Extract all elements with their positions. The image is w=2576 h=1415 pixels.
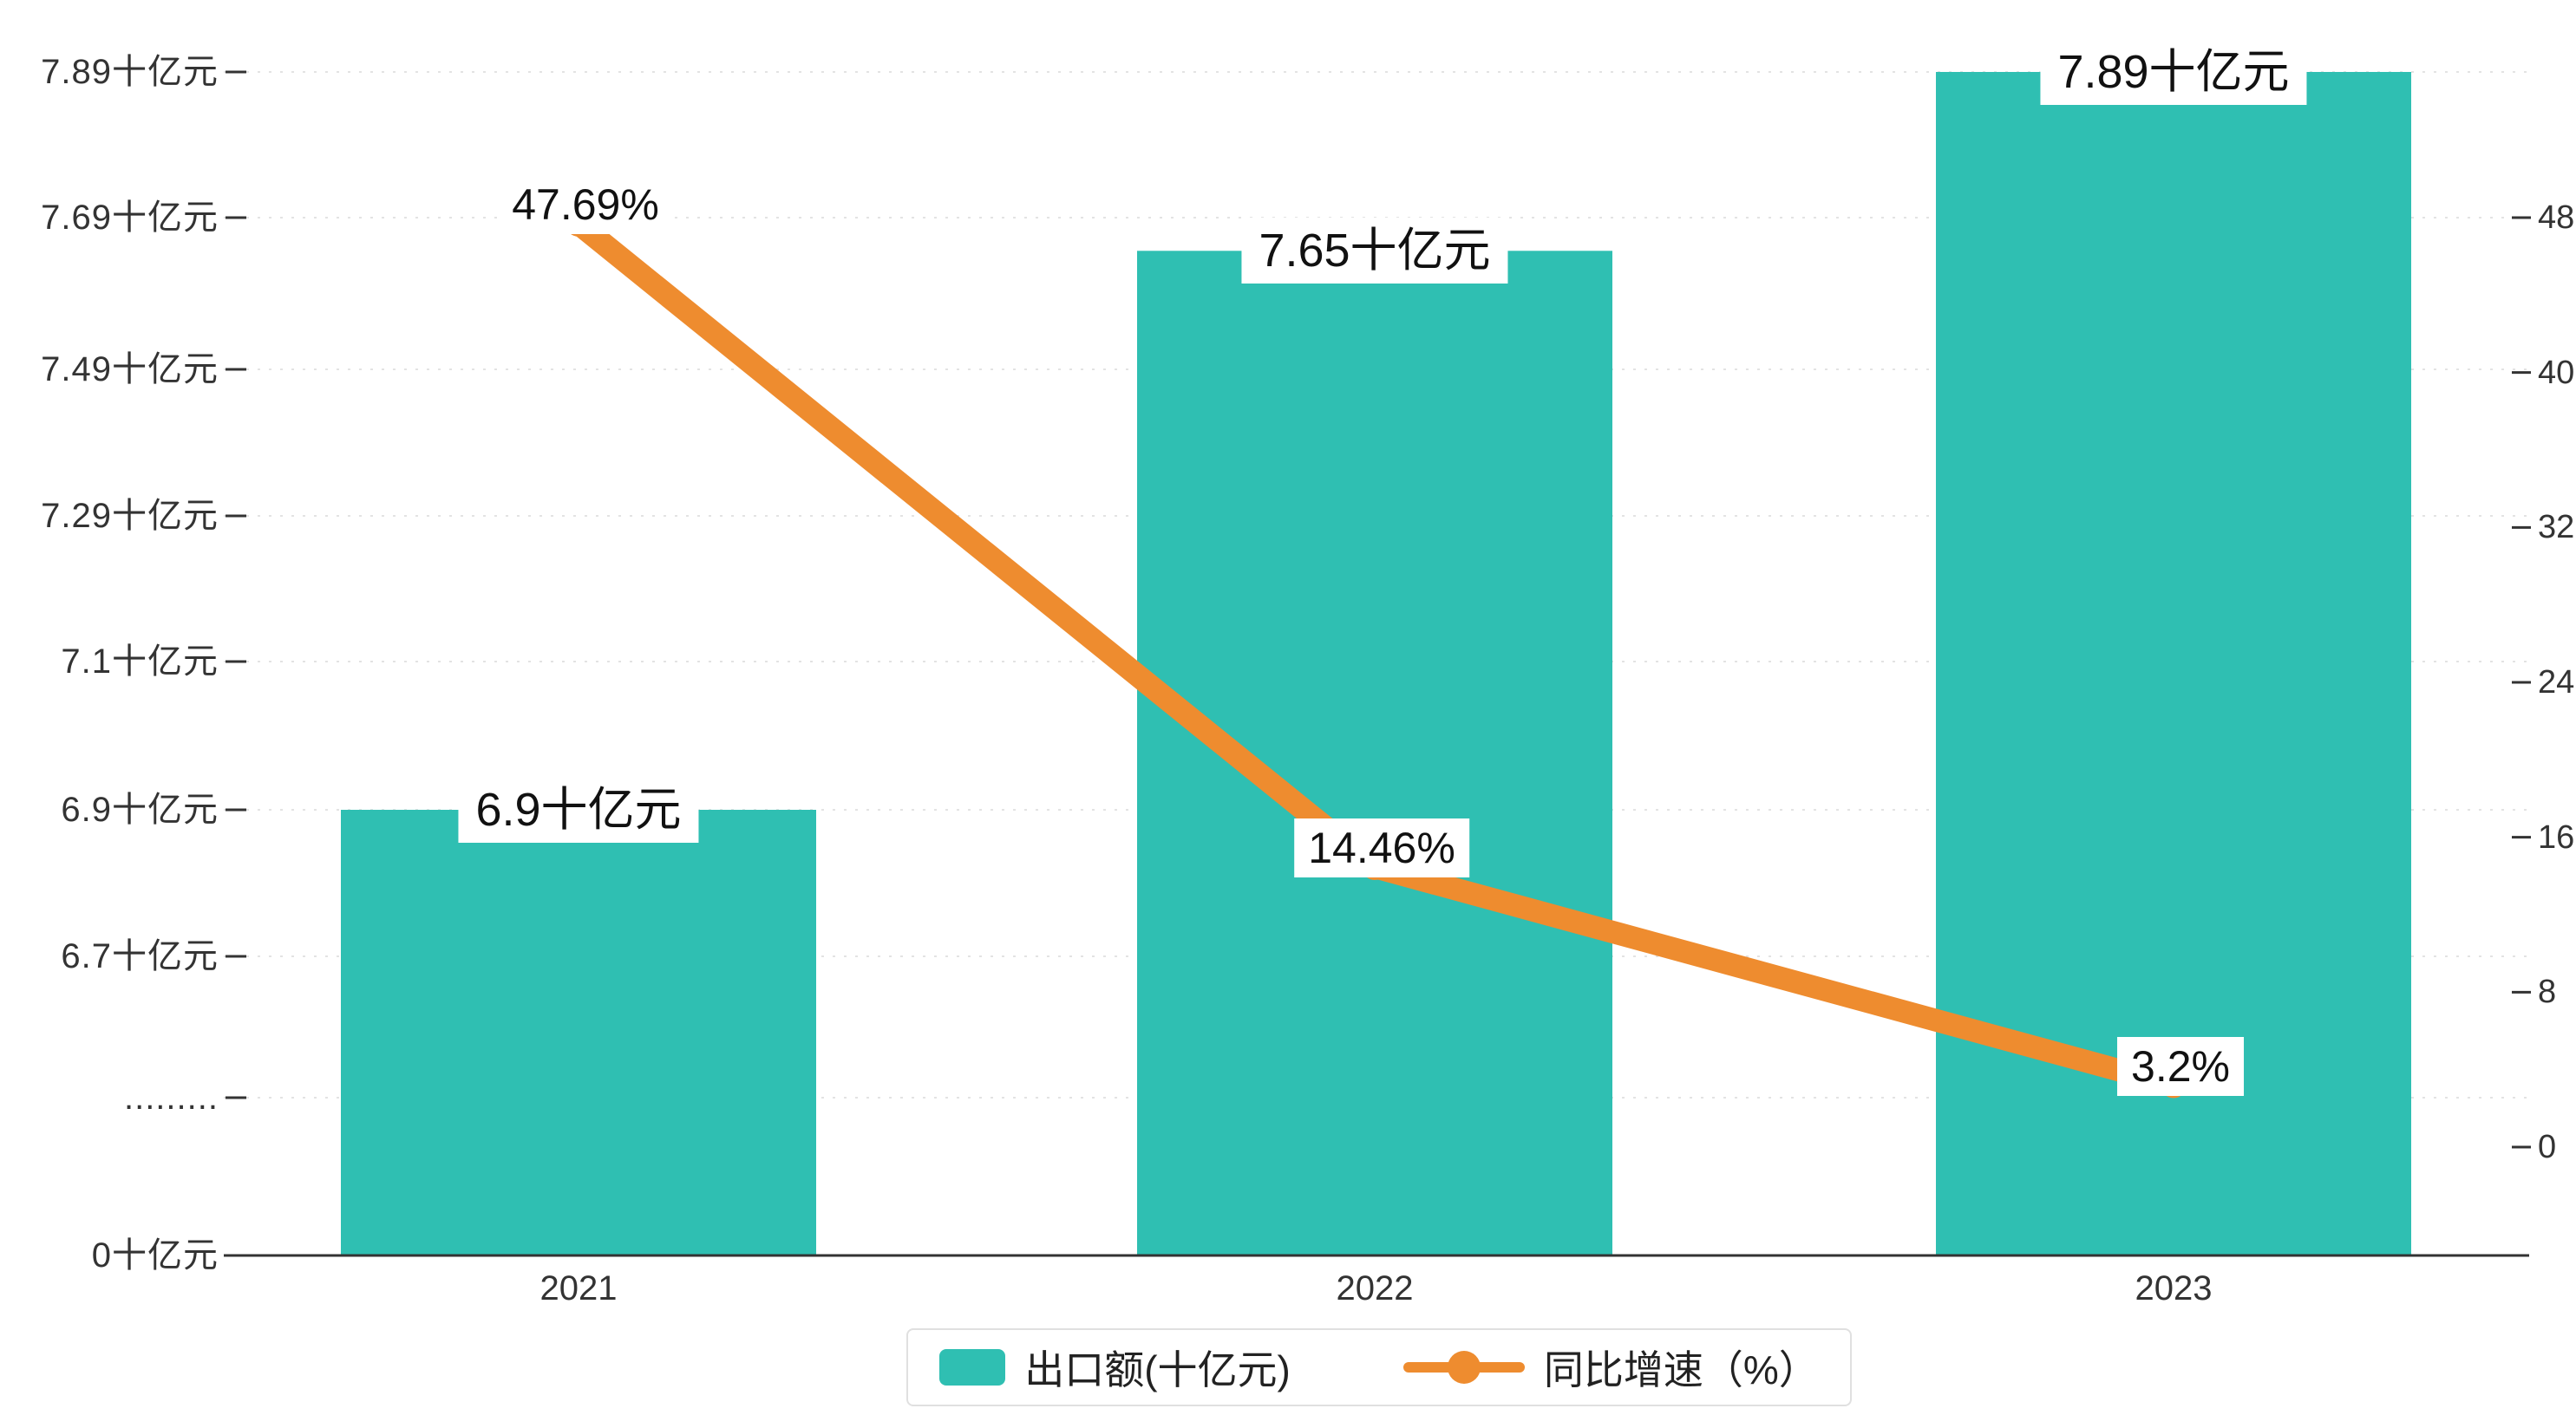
line-series-marker-icon (1402, 1348, 1525, 1386)
growth-point-2021[interactable] (566, 210, 592, 237)
growth-point-2023[interactable] (2161, 1072, 2187, 1099)
legend-label-growth: 同比增速（%） (1543, 1347, 1819, 1392)
bar-2021[interactable] (341, 810, 816, 1255)
growth-point-2022[interactable] (1362, 854, 1388, 881)
bar-series-swatch-icon (939, 1349, 1006, 1386)
bar-2022[interactable] (1137, 251, 1612, 1255)
legend-label-export: 出口额(十亿元) (1024, 1347, 1291, 1392)
legend: 出口额(十亿元) 同比增速（%） (906, 1328, 1852, 1406)
legend-item-export[interactable]: 出口额(十亿元) (939, 1339, 1291, 1396)
legend-item-growth[interactable]: 同比增速（%） (1402, 1339, 1819, 1396)
